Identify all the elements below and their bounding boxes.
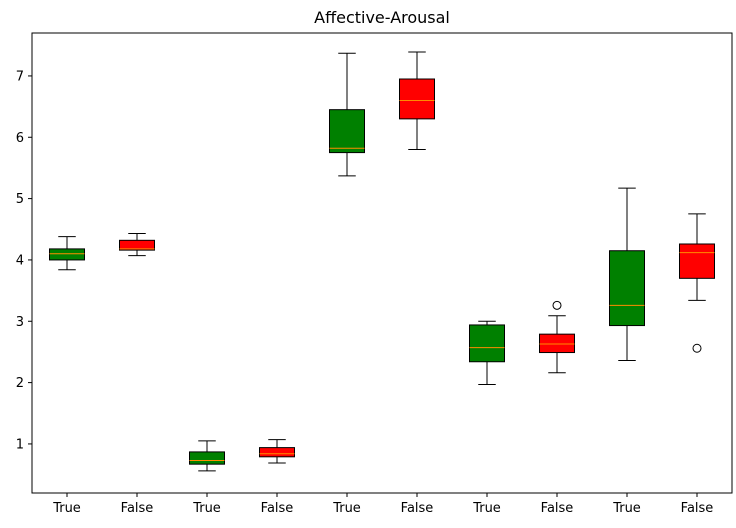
x-tick-label: True — [612, 501, 641, 516]
outlier-point — [552, 300, 562, 310]
box-group — [539, 300, 575, 374]
box-true — [189, 451, 225, 465]
plot-area — [49, 51, 715, 472]
y-tick-label: 2 — [16, 376, 24, 391]
chart-title: Affective-Arousal — [314, 8, 450, 27]
box-group — [49, 236, 85, 271]
box-false — [539, 333, 575, 354]
axes: True False True False True False True False True… — [16, 69, 714, 516]
box-group — [189, 440, 225, 472]
box-group — [679, 213, 715, 353]
y-tick-label: 4 — [16, 253, 24, 268]
x-tick-label: False — [121, 501, 154, 516]
box-group — [609, 187, 645, 362]
box-false — [119, 239, 155, 251]
y-tick-label: 7 — [16, 69, 24, 84]
x-tick-label: False — [261, 501, 294, 516]
box-true — [609, 250, 645, 327]
y-tick-label: 6 — [16, 131, 24, 146]
x-tick-label: False — [681, 501, 714, 516]
box-true — [329, 109, 365, 154]
x-tick-label: True — [192, 501, 221, 516]
y-tick-label: 1 — [16, 437, 24, 452]
x-tick-label: True — [472, 501, 501, 516]
outlier-point — [692, 343, 702, 353]
box-group — [469, 320, 505, 385]
box-group — [329, 52, 365, 177]
axes-frame — [31, 32, 733, 494]
box-group — [399, 51, 435, 151]
box-false — [399, 78, 435, 120]
box-true — [49, 248, 85, 261]
box-group — [119, 233, 155, 257]
box-true — [469, 324, 505, 363]
x-tick-label: True — [52, 501, 81, 516]
y-tick-label: 5 — [16, 192, 24, 207]
x-tick-label: False — [401, 501, 434, 516]
x-tick-label: False — [541, 501, 574, 516]
box-group — [259, 439, 295, 464]
x-tick-label: True — [332, 501, 361, 516]
y-tick-label: 3 — [16, 315, 24, 330]
box-false — [259, 447, 295, 458]
box-false — [679, 243, 715, 279]
